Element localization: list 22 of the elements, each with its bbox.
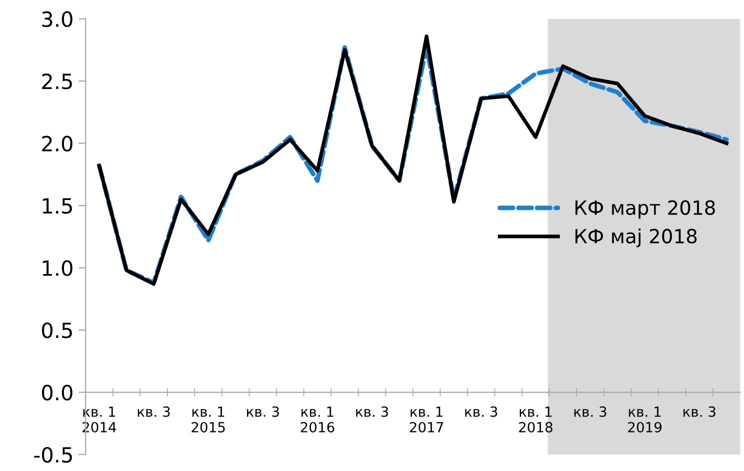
y-tick-label: 2.0 xyxy=(42,136,72,152)
x-tick-label: кв. 1 2018 xyxy=(519,406,552,432)
x-tick-label: кв. 3 xyxy=(138,406,170,417)
y-tick-label: 0.5 xyxy=(42,322,72,338)
x-tick-label: кв. 1 2014 xyxy=(82,406,116,432)
y-tick-label: 0.0 xyxy=(42,384,72,400)
y-tick-label: 1.0 xyxy=(42,260,72,276)
y-tick-label: -0.5 xyxy=(34,446,72,463)
x-tick-label: кв. 1 2017 xyxy=(410,406,444,432)
x-tick-label: кв. 1 2015 xyxy=(192,406,225,432)
y-tick-label: 1.5 xyxy=(42,198,72,214)
y-tick-label: 2.5 xyxy=(42,74,72,90)
x-tick-label: кв. 1 2019 xyxy=(628,406,662,432)
x-tick-label: кв. 3 xyxy=(247,406,279,417)
legend-label: КФ мај 2018 xyxy=(576,228,697,248)
x-tick-label: кв. 3 xyxy=(684,406,716,417)
x-tick-label: кв. 3 xyxy=(574,406,606,417)
x-tick-label: кв. 3 xyxy=(356,406,388,417)
legend-label: КФ март 2018 xyxy=(576,200,715,219)
x-tick-label: кв. 3 xyxy=(465,406,498,417)
y-tick-label: 3.0 xyxy=(42,11,72,28)
x-tick-label: кв. 1 2016 xyxy=(300,406,334,432)
